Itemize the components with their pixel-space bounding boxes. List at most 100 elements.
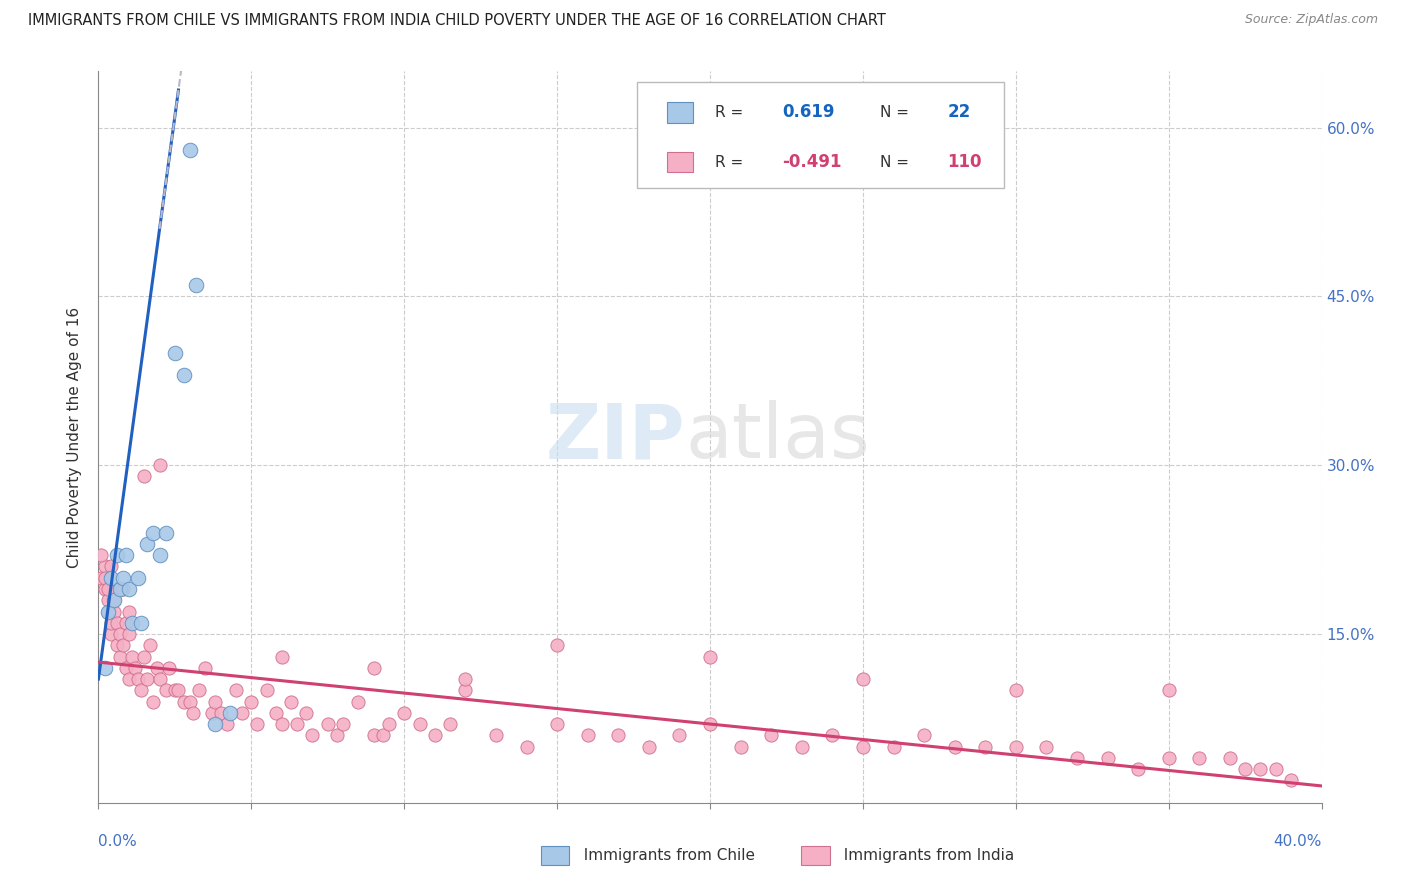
Point (231, 706, 253, 720)
Point (454, 683, 477, 698)
Point (485, 728, 508, 742)
Text: 0.0%: 0.0% (98, 834, 138, 849)
Point (186, 278, 208, 293)
Point (157, 661, 180, 675)
Point (163, 683, 186, 698)
Text: Immigrants from Chile: Immigrants from Chile (574, 848, 755, 863)
Point (93, 582, 115, 596)
Point (118, 605, 141, 619)
Point (392, 706, 416, 720)
Point (285, 717, 308, 731)
Point (730, 739, 752, 754)
Bar (668, 152, 693, 172)
Point (1097, 751, 1119, 765)
Point (93, 661, 115, 675)
Point (173, 694, 195, 708)
Point (423, 728, 446, 742)
Point (115, 615, 138, 630)
Point (347, 694, 370, 708)
Point (108, 627, 131, 641)
Point (111, 582, 134, 596)
Point (546, 717, 568, 731)
Point (115, 661, 138, 675)
Point (1219, 751, 1241, 765)
Point (188, 683, 211, 698)
Point (103, 593, 125, 607)
Point (264, 706, 287, 720)
Point (139, 638, 162, 652)
Point (167, 683, 190, 698)
Point (280, 694, 302, 708)
Point (1066, 751, 1088, 765)
Point (103, 582, 125, 596)
Point (225, 683, 247, 698)
Point (974, 739, 997, 754)
Point (546, 638, 568, 652)
Point (363, 661, 385, 675)
Point (134, 649, 156, 664)
Point (1004, 739, 1026, 754)
Point (363, 728, 385, 742)
Point (90, 571, 112, 585)
Point (1035, 739, 1057, 754)
Point (790, 739, 813, 754)
Point (93, 571, 115, 585)
Point (163, 345, 186, 359)
Text: Source: ZipAtlas.com: Source: ZipAtlas.com (1244, 13, 1378, 27)
Point (118, 672, 141, 686)
Point (668, 728, 690, 742)
Point (118, 627, 141, 641)
Point (1264, 762, 1286, 776)
Point (270, 717, 292, 731)
Text: N =: N = (880, 105, 914, 120)
Point (129, 683, 152, 698)
Point (97, 605, 120, 619)
Point (179, 694, 201, 708)
Text: Immigrants from India: Immigrants from India (834, 848, 1014, 863)
Point (256, 683, 278, 698)
Point (439, 717, 461, 731)
Point (301, 728, 323, 742)
Point (149, 458, 172, 473)
Point (179, 143, 201, 157)
Point (637, 739, 661, 754)
Text: 0.619: 0.619 (782, 103, 835, 121)
Point (209, 706, 232, 720)
Point (118, 582, 141, 596)
Point (173, 368, 195, 383)
Point (371, 728, 394, 742)
Point (759, 728, 782, 742)
Text: 110: 110 (948, 153, 981, 171)
Point (149, 672, 172, 686)
Text: 22: 22 (948, 103, 970, 121)
Point (699, 649, 721, 664)
Text: ZIP: ZIP (546, 401, 686, 474)
Point (115, 548, 138, 562)
Point (100, 615, 122, 630)
Point (142, 525, 165, 540)
Point (136, 537, 159, 551)
Point (142, 694, 165, 708)
Point (215, 717, 238, 731)
FancyBboxPatch shape (637, 82, 1004, 188)
Point (97, 582, 120, 596)
Text: N =: N = (880, 154, 914, 169)
Point (121, 615, 143, 630)
Point (97, 593, 120, 607)
Point (516, 739, 538, 754)
Point (127, 672, 149, 686)
Point (883, 739, 905, 754)
Point (219, 706, 242, 720)
Point (295, 706, 318, 720)
Point (149, 548, 172, 562)
Point (576, 728, 599, 742)
Point (378, 717, 401, 731)
Point (111, 638, 134, 652)
Point (90, 548, 112, 562)
Text: R =: R = (714, 154, 748, 169)
Point (332, 717, 354, 731)
Point (821, 728, 844, 742)
Point (194, 661, 217, 675)
Point (200, 706, 222, 720)
Point (108, 582, 131, 596)
